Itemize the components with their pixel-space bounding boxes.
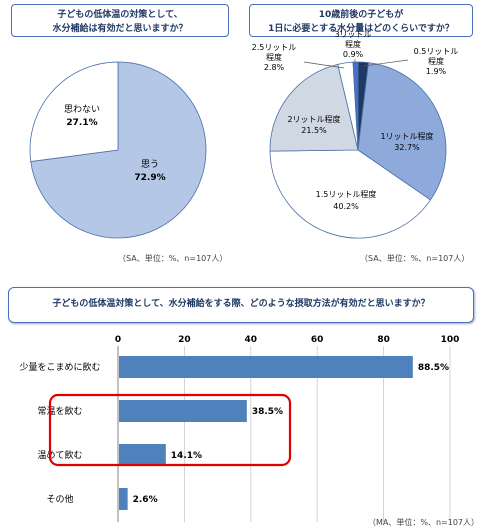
bar (119, 356, 413, 378)
bar-tick-label: 40 (245, 335, 258, 345)
pie2-question-box: 10歳前後の子どもが 1日に必要とする水分量はどのくらいですか？ (249, 4, 473, 37)
pie2-label-0.5l-a: 0.5リットル (414, 47, 459, 56)
pie2-value-0.5l: 1.9% (426, 67, 447, 76)
pie2-slice-2 (269, 149, 432, 239)
pie1-note: （SA、単位：%、n=107人） (118, 254, 228, 263)
highlight-frame (48, 393, 292, 467)
pie1-value-omowanai: 27.1% (66, 118, 97, 128)
pie1-question-box: 子どもの低体温の対策として、 水分補給は有効だと思いますか？ (11, 4, 229, 37)
pie2-slice-5 (352, 61, 359, 151)
pie1-title-line2: 水分補給は有効だと思いますか？ (52, 24, 188, 34)
pie2-value-2.5l: 2.8% (264, 63, 285, 72)
bar-tick-label: 60 (311, 335, 324, 345)
pie1-label-omowanai: 思わない (64, 104, 100, 115)
pie2-label-2l: 2リットル程度 (287, 114, 340, 124)
pie2-note: （SA、単位：%、n=107人） (360, 254, 470, 263)
pie1-slice-1 (29, 61, 119, 163)
pie2-label-1.5l: 1.5リットル程度 (316, 189, 377, 199)
bar-tick-label: 20 (178, 335, 191, 345)
bar-question-box: 子どもの低体温対策として、水分補給をする際、どのような摂取方法が有効だと思います… (8, 287, 474, 323)
pie2-label-2.5l-a: 2.5リットル (252, 43, 297, 52)
bar-tick-label: 100 (441, 335, 460, 345)
bar-category-label: 常温を飲む (37, 405, 82, 417)
bar (119, 488, 128, 510)
pie2-value-1l: 32.7% (394, 143, 420, 152)
pie1-title-line1: 子どもの低体温の対策として、 (57, 10, 183, 20)
bar-value-label: 14.1% (171, 451, 202, 461)
pie2-label-0.5l-b: 程度 (428, 56, 444, 66)
pie2-label-1l: 1リットル程度 (380, 131, 433, 141)
pie2-leader-2.5l (303, 61, 345, 69)
pie2-label-2.5l-b: 程度 (266, 52, 282, 62)
pie2-value-3l: 0.9% (343, 50, 364, 59)
pie2-value-2l: 21.5% (301, 126, 327, 135)
pie2-label-3l-a: 3リットル (334, 30, 371, 39)
pie2-slice-3 (269, 63, 359, 152)
bar-tick-label: 0 (115, 335, 121, 345)
bar-category-label: 温めて飲む (37, 449, 82, 461)
bar-tick-label: 80 (377, 335, 390, 345)
pie1-label-omou: 思う (141, 159, 159, 170)
bar-title: 子どもの低体温対策として、水分補給をする際、どのような摂取方法が有効だと思います… (52, 299, 430, 309)
pie1-chart: 思わない 27.1% 思う 72.9% (29, 61, 207, 239)
pie2-label-3l-b: 程度 (345, 39, 361, 49)
pie2-title-line2: 1日に必要とする水分量はどのくらいですか？ (268, 24, 454, 34)
pie1-value-omou: 72.9% (134, 173, 165, 183)
bar-value-label: 38.5% (252, 407, 283, 417)
bar-category-label: 少量をこまめに飲む (19, 361, 100, 373)
pie2-slice-1 (357, 62, 447, 201)
bar-category-label: その他 (46, 493, 73, 505)
bar (119, 400, 247, 422)
bar-note: （MA、単位：%、n=107人） (368, 518, 480, 527)
bar (119, 444, 166, 466)
bar-value-label: 2.6% (133, 495, 158, 505)
pie2-title-line1: 10歳前後の子どもが (318, 10, 404, 20)
pie2-chart: 3リットル 程度 0.9% 0.5リットル 程度 1.9% 2.5リットル 程度… (252, 30, 459, 239)
pie2-leader-0.5l (363, 59, 409, 67)
pie2-value-1.5l: 40.2% (333, 202, 359, 211)
bar-value-label: 88.5% (418, 363, 449, 373)
